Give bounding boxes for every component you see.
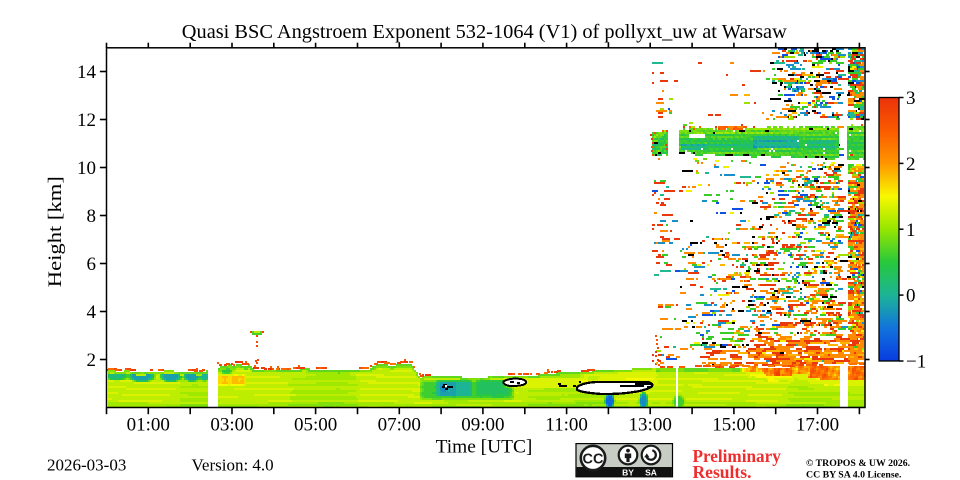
svg-text:Height [km]: Height [km] bbox=[45, 176, 66, 287]
svg-text:12: 12 bbox=[77, 110, 96, 131]
svg-text:CC BY SA 4.0 License.: CC BY SA 4.0 License. bbox=[806, 470, 902, 480]
svg-text:2026-03-03: 2026-03-03 bbox=[47, 456, 126, 475]
svg-text:13:00: 13:00 bbox=[629, 414, 672, 435]
svg-text:10: 10 bbox=[77, 158, 96, 179]
svg-text:0: 0 bbox=[906, 286, 916, 307]
svg-text:01:00: 01:00 bbox=[127, 414, 170, 435]
svg-text:2: 2 bbox=[87, 350, 97, 371]
svg-text:Results.: Results. bbox=[693, 462, 752, 480]
svg-text:−1: −1 bbox=[906, 352, 926, 373]
svg-text:15:00: 15:00 bbox=[712, 414, 755, 435]
svg-text:4: 4 bbox=[87, 302, 97, 323]
svg-text:CC: CC bbox=[583, 452, 604, 468]
svg-text:© TROPOS & UW 2026.: © TROPOS & UW 2026. bbox=[806, 458, 911, 469]
svg-text:Version: 4.0: Version: 4.0 bbox=[192, 456, 274, 475]
svg-text:BY: BY bbox=[622, 467, 634, 477]
svg-text:3: 3 bbox=[906, 88, 916, 109]
svg-text:Time [UTC]: Time [UTC] bbox=[436, 437, 533, 458]
svg-text:Preliminary: Preliminary bbox=[693, 446, 782, 466]
svg-text:17:00: 17:00 bbox=[796, 414, 839, 435]
svg-text:11:00: 11:00 bbox=[545, 414, 588, 435]
svg-text:1: 1 bbox=[906, 220, 916, 241]
svg-text:07:00: 07:00 bbox=[378, 414, 421, 435]
svg-text:09:00: 09:00 bbox=[461, 414, 504, 435]
svg-text:14: 14 bbox=[77, 62, 97, 83]
svg-text:05:00: 05:00 bbox=[294, 414, 337, 435]
svg-text:2: 2 bbox=[906, 154, 916, 175]
svg-text:03:00: 03:00 bbox=[210, 414, 253, 435]
svg-text:Quasi BSC Angstroem Exponent 5: Quasi BSC Angstroem Exponent 532-1064 (V… bbox=[182, 22, 787, 43]
svg-text:8: 8 bbox=[87, 206, 97, 227]
svg-text:SA: SA bbox=[645, 467, 657, 477]
svg-text:6: 6 bbox=[87, 254, 97, 275]
